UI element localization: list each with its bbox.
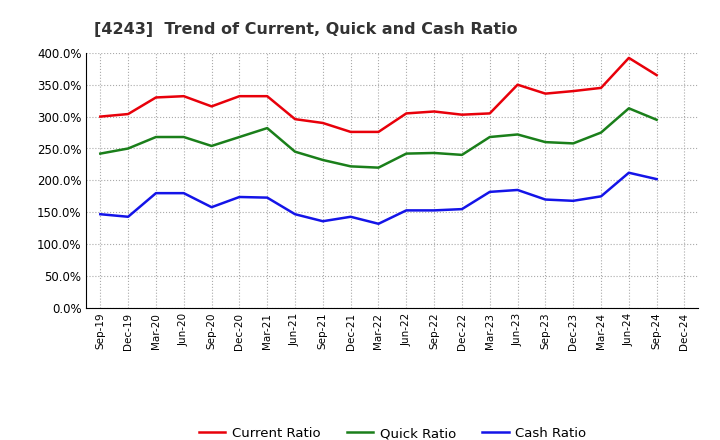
- Current Ratio: [458, 112, 467, 117]
- Quick Ratio: [318, 158, 327, 163]
- Quick Ratio: [513, 132, 522, 137]
- Cash Ratio: [124, 214, 132, 220]
- Current Ratio: [207, 104, 216, 109]
- Current Ratio: [235, 94, 243, 99]
- Current Ratio: [263, 94, 271, 99]
- Quick Ratio: [291, 149, 300, 154]
- Line: Current Ratio: Current Ratio: [100, 58, 657, 132]
- Current Ratio: [513, 82, 522, 87]
- Cash Ratio: [485, 189, 494, 194]
- Current Ratio: [569, 88, 577, 94]
- Quick Ratio: [263, 125, 271, 131]
- Current Ratio: [96, 114, 104, 119]
- Quick Ratio: [207, 143, 216, 149]
- Quick Ratio: [652, 117, 661, 122]
- Current Ratio: [291, 117, 300, 122]
- Cash Ratio: [179, 191, 188, 196]
- Cash Ratio: [263, 195, 271, 200]
- Quick Ratio: [624, 106, 633, 111]
- Cash Ratio: [513, 187, 522, 193]
- Current Ratio: [541, 91, 550, 96]
- Cash Ratio: [430, 208, 438, 213]
- Quick Ratio: [124, 146, 132, 151]
- Legend: Current Ratio, Quick Ratio, Cash Ratio: Current Ratio, Quick Ratio, Cash Ratio: [193, 422, 592, 440]
- Cash Ratio: [291, 212, 300, 217]
- Quick Ratio: [430, 150, 438, 156]
- Cash Ratio: [597, 194, 606, 199]
- Current Ratio: [124, 111, 132, 117]
- Current Ratio: [597, 85, 606, 91]
- Text: [4243]  Trend of Current, Quick and Cash Ratio: [4243] Trend of Current, Quick and Cash …: [94, 22, 517, 37]
- Quick Ratio: [152, 134, 161, 139]
- Quick Ratio: [597, 130, 606, 135]
- Cash Ratio: [207, 205, 216, 210]
- Current Ratio: [652, 73, 661, 78]
- Quick Ratio: [235, 134, 243, 139]
- Cash Ratio: [541, 197, 550, 202]
- Current Ratio: [318, 120, 327, 126]
- Current Ratio: [402, 111, 410, 116]
- Cash Ratio: [346, 214, 355, 220]
- Cash Ratio: [152, 191, 161, 196]
- Line: Cash Ratio: Cash Ratio: [100, 173, 657, 224]
- Quick Ratio: [374, 165, 383, 170]
- Current Ratio: [374, 129, 383, 135]
- Quick Ratio: [179, 134, 188, 139]
- Cash Ratio: [569, 198, 577, 203]
- Current Ratio: [430, 109, 438, 114]
- Cash Ratio: [458, 206, 467, 212]
- Cash Ratio: [374, 221, 383, 227]
- Cash Ratio: [235, 194, 243, 200]
- Quick Ratio: [569, 141, 577, 146]
- Cash Ratio: [624, 170, 633, 176]
- Current Ratio: [346, 129, 355, 135]
- Current Ratio: [624, 55, 633, 61]
- Quick Ratio: [96, 151, 104, 156]
- Current Ratio: [485, 111, 494, 116]
- Cash Ratio: [652, 176, 661, 182]
- Quick Ratio: [346, 164, 355, 169]
- Quick Ratio: [458, 152, 467, 158]
- Quick Ratio: [485, 134, 494, 139]
- Current Ratio: [152, 95, 161, 100]
- Quick Ratio: [541, 139, 550, 145]
- Cash Ratio: [96, 212, 104, 217]
- Cash Ratio: [402, 208, 410, 213]
- Quick Ratio: [402, 151, 410, 156]
- Line: Quick Ratio: Quick Ratio: [100, 108, 657, 168]
- Cash Ratio: [318, 219, 327, 224]
- Current Ratio: [179, 94, 188, 99]
